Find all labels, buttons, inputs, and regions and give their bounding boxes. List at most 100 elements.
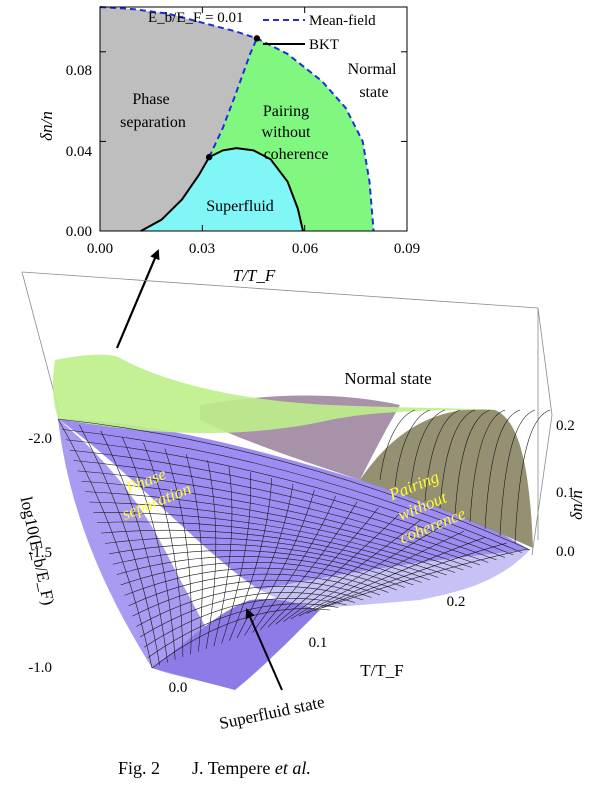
mesh-line-t bbox=[221, 472, 251, 644]
series-separation-line bbox=[208, 38, 258, 158]
region-fills bbox=[100, 7, 374, 232]
mesh-line-e bbox=[120, 561, 397, 591]
mesh-line-e bbox=[101, 529, 439, 578]
mesh-line-t bbox=[100, 430, 168, 663]
surface-plot: Normal state Phase separation Pairing wi… bbox=[17, 271, 586, 733]
top-chart: E_b/E_F = 0.01 Mean-field BKT Phase sepa… bbox=[37, 6, 420, 285]
mesh-line-e bbox=[85, 491, 472, 568]
mesh-line-e bbox=[116, 556, 406, 588]
caption-authors: J. Tempere bbox=[192, 758, 271, 778]
z3d-tick-label: 0.2 bbox=[556, 418, 575, 434]
mesh-line-dome bbox=[514, 409, 551, 544]
figure-caption: Fig. 2 J. Tempere et al. bbox=[118, 758, 311, 779]
mesh-line-t bbox=[121, 436, 176, 660]
mesh-line-e bbox=[140, 592, 356, 638]
y-tick-label: 0.08 bbox=[66, 63, 92, 79]
mesh-line-e bbox=[132, 579, 372, 617]
x-tick-label: 0.09 bbox=[394, 241, 420, 257]
mesh-line-dome bbox=[469, 409, 506, 523]
region-pairing-without-coherence bbox=[209, 38, 374, 232]
mesh-line-t bbox=[205, 460, 217, 649]
mesh-line-t bbox=[164, 448, 192, 655]
mesh-line-e bbox=[147, 603, 339, 658]
mesh-line-t bbox=[143, 442, 184, 658]
mesh-line-e bbox=[69, 449, 506, 558]
x-tick-label: 0.03 bbox=[189, 241, 215, 257]
y-tick-label: 0.00 bbox=[66, 224, 92, 240]
mesh-line-t bbox=[252, 495, 337, 633]
mesh-line-t bbox=[290, 525, 443, 620]
caption-etal: et al. bbox=[274, 758, 311, 778]
mesh-line-dome bbox=[409, 409, 446, 495]
z3d-tick-label: 0.1 bbox=[556, 485, 575, 501]
mesh-line-e bbox=[77, 470, 489, 563]
mesh-line-e bbox=[108, 543, 422, 583]
surface-phase-separation bbox=[58, 419, 530, 590]
mesh-line-e bbox=[97, 521, 447, 576]
y3d-tick-label: -1.0 bbox=[28, 660, 52, 676]
legend-label-mean-field: Mean-field bbox=[309, 13, 376, 29]
surface-phase-separation-front bbox=[58, 419, 235, 690]
series-mean-field-line bbox=[99, 6, 375, 232]
x-axis-label: T/T_F bbox=[233, 266, 276, 285]
surface-superfluid-dome bbox=[152, 599, 320, 690]
mesh-line-t bbox=[298, 531, 465, 617]
mesh-line-e bbox=[136, 586, 364, 627]
mesh-line-dome bbox=[499, 409, 536, 537]
mesh-line-t bbox=[79, 424, 161, 666]
mesh-line-t bbox=[321, 548, 529, 609]
mesh-line-e bbox=[61, 429, 522, 553]
region-label-pairing-without-coherence: Pairing without coherence bbox=[262, 103, 329, 163]
mesh-line-t bbox=[259, 501, 358, 631]
annotation-eb-ef: E_b/E_F = 0.01 bbox=[148, 10, 244, 26]
legend: Mean-field BKT bbox=[263, 13, 376, 53]
surface-top-mean-field bbox=[53, 354, 500, 434]
region-phase-separation bbox=[100, 7, 257, 231]
mesh-line-e bbox=[81, 480, 481, 566]
y3d-tick-label: -2.0 bbox=[28, 431, 52, 447]
z3d-axis-label: δn/n bbox=[567, 490, 586, 520]
arrow-to-inset bbox=[115, 249, 160, 349]
y-axis-label: δn/n bbox=[37, 111, 56, 141]
mesh-line-e bbox=[151, 608, 331, 669]
x3d-tick-label: 0.2 bbox=[447, 594, 466, 610]
x-tick-label: 0.00 bbox=[87, 241, 113, 257]
x-tick-label: 0.06 bbox=[292, 241, 319, 257]
region-label-superfluid: Superfluid bbox=[206, 198, 274, 215]
x3d-tick-label: 0.0 bbox=[169, 680, 188, 696]
label-superfluid-state: Superfluid state bbox=[217, 692, 326, 733]
mesh-line-e bbox=[57, 418, 531, 551]
data-point bbox=[205, 153, 213, 161]
mesh-line-dome bbox=[424, 409, 461, 502]
mesh-line-e bbox=[93, 512, 456, 573]
mesh-line-t bbox=[283, 519, 422, 622]
y3d-tick-label: -1.5 bbox=[28, 545, 52, 561]
x3d-axis-label: T/T_F bbox=[360, 661, 403, 680]
mesh-line-e bbox=[104, 537, 431, 581]
mesh-line-e bbox=[73, 460, 497, 561]
arrow-superfluid bbox=[245, 608, 283, 691]
tick-marks bbox=[99, 7, 408, 232]
mesh-line-t bbox=[244, 489, 315, 636]
region-label-normal-state: Normal state bbox=[348, 61, 401, 101]
z3d-tick-label: 0.0 bbox=[556, 544, 575, 560]
region-label-phase-separation: Phase separation bbox=[120, 91, 186, 131]
x3d-tick-label: 0.1 bbox=[309, 635, 328, 651]
mesh-line-t bbox=[185, 454, 203, 652]
mesh-line-dome bbox=[379, 409, 416, 481]
mesh-line-e bbox=[65, 439, 514, 556]
plot-frame bbox=[99, 6, 408, 232]
caption-fig-number: Fig. 2 bbox=[118, 758, 161, 778]
label-normal-state: Normal state bbox=[344, 369, 431, 388]
mesh-line-e bbox=[144, 598, 347, 648]
mesh-line-dome bbox=[394, 409, 431, 488]
mesh-line-e bbox=[124, 567, 389, 596]
mesh-line-dome bbox=[439, 409, 476, 509]
mesh-line-t bbox=[57, 418, 153, 669]
data-point bbox=[253, 35, 261, 42]
series-bkt-line bbox=[140, 147, 304, 232]
bounding-box bbox=[21, 271, 553, 556]
mesh-line-dome bbox=[484, 409, 521, 530]
mesh-line-dome bbox=[454, 409, 491, 516]
